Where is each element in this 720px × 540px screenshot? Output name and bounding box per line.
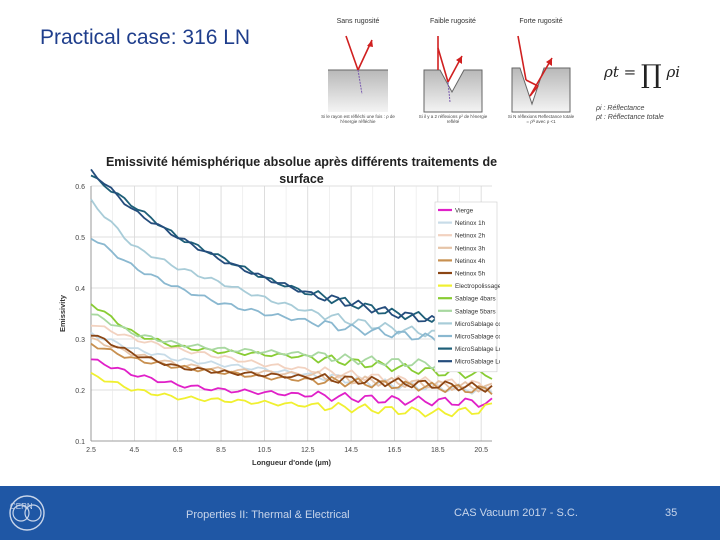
y-tick-label: 0.3 [75, 337, 85, 344]
diagram-note: Si il y a 2 réflexions ρ² de l'énergie r… [418, 114, 488, 124]
legend-label: Netinox 3h [455, 245, 486, 252]
x-tick-label: 14.5 [344, 447, 358, 454]
cern-logo [9, 495, 45, 531]
diagram-note: Si N réflexions Reflectance totale = ρᴺ … [507, 114, 575, 124]
slide-title: Practical case: 316 LN [40, 26, 251, 49]
definition-reflectance: ρi : Réflectance [596, 105, 645, 112]
y-tick-label: 0.6 [75, 184, 85, 191]
x-tick-label: 2.5 [86, 447, 96, 454]
definition-total-reflectance: ρt : Réflectance totale [596, 114, 664, 121]
series-line-electropolissage [90, 372, 493, 418]
series-line-vierge [90, 358, 493, 408]
logo-text: CERN [10, 502, 33, 511]
legend-label: Netinox 1h [455, 220, 486, 227]
y-axis-label: Emissivity [58, 294, 67, 332]
reflectance-definitions: ρi : Réflectance ρt : Réflectance totale [596, 104, 664, 122]
series-line-sablage-4bars [90, 303, 493, 380]
page-number: 35 [665, 507, 678, 519]
legend-label: Netinox 4h [455, 258, 486, 265]
footer-course: Properties II: Thermal & Electrical [186, 509, 350, 521]
series-line-netinox-2h [90, 324, 493, 390]
x-tick-label: 12.5 [301, 447, 315, 454]
diagram-no-roughness: Sans rugosité Si le rayon est réfléchi u… [320, 18, 396, 130]
total-reflectance-formula: ρt = ∏ ρi [604, 60, 680, 90]
legend-label: MicroSablage Long 2 [455, 359, 500, 366]
formula-lhs: ρt = [604, 63, 637, 81]
emissivity-chart: Emissivité hémisphérique absolue après d… [55, 148, 519, 473]
legend-label: MicroSablage court 13 [455, 334, 500, 341]
chart-title-line2: surface [279, 172, 324, 186]
x-tick-label: 8.5 [216, 447, 226, 454]
footer-event: CAS Vacuum 2017 - S.C. [454, 507, 578, 519]
high-roughness-illustration [511, 35, 571, 113]
series-line-microsablage-court-13 [90, 237, 493, 346]
legend-label: Electropolissage [455, 283, 500, 290]
legend-label: MicroSablage court 14 [455, 321, 500, 328]
x-axis-label: Longueur d'onde (µm) [252, 458, 332, 467]
series-line-sablage-5bars [90, 313, 493, 371]
legend-box [434, 201, 498, 373]
smooth-surface-illustration [328, 35, 388, 112]
legend-label: Vierge [455, 208, 474, 215]
diagram-low-roughness: Faible rugosité Si il y a 2 réflexions ρ… [418, 18, 488, 130]
chart-svg: Emissivité hémisphérique absolue après d… [58, 155, 519, 467]
formula-rhs: ρi [666, 63, 681, 81]
series-line-netinox-5h [90, 334, 493, 393]
x-tick-label: 6.5 [173, 447, 183, 454]
x-tick-label: 18.5 [431, 447, 445, 454]
y-tick-label: 0.4 [75, 286, 85, 293]
legend-label: Netinox 5h [455, 271, 486, 278]
diagram-label: Forte rugosité [519, 18, 563, 25]
diagram-note: Si le rayon est réfléchi une fois : ρ de… [321, 114, 395, 124]
series-line-microsablage-long-2 [90, 168, 493, 333]
chart-title-line1: Emissivité hémisphérique absolue après d… [106, 155, 497, 169]
product-symbol: ∏ [640, 60, 662, 90]
series-line-microsablage-court-14 [90, 198, 493, 344]
y-tick-label: 0.5 [75, 235, 85, 242]
legend-label: Netinox 2h [455, 233, 486, 240]
low-roughness-illustration [423, 36, 483, 113]
x-tick-label: 4.5 [129, 447, 139, 454]
diagram-high-roughness: Forte rugosité Si N réflexions Reflectan… [506, 18, 576, 130]
x-tick-label: 16.5 [388, 447, 402, 454]
x-tick-label: 10.5 [258, 447, 272, 454]
diagram-label: Faible rugosité [430, 18, 476, 25]
x-tick-label: 20.5 [474, 447, 488, 454]
legend-label: Sablage 4bars [455, 296, 496, 303]
legend-label: Sablage 5bars [455, 308, 496, 315]
diagram-label: Sans rugosité [336, 18, 380, 25]
y-tick-label: 0.2 [75, 388, 85, 395]
y-tick-label: 0.1 [75, 439, 85, 446]
footer-bar: CERN Properties II: Thermal & Electrical… [0, 486, 720, 540]
legend-label: MicroSablage Long 1 [455, 346, 500, 353]
